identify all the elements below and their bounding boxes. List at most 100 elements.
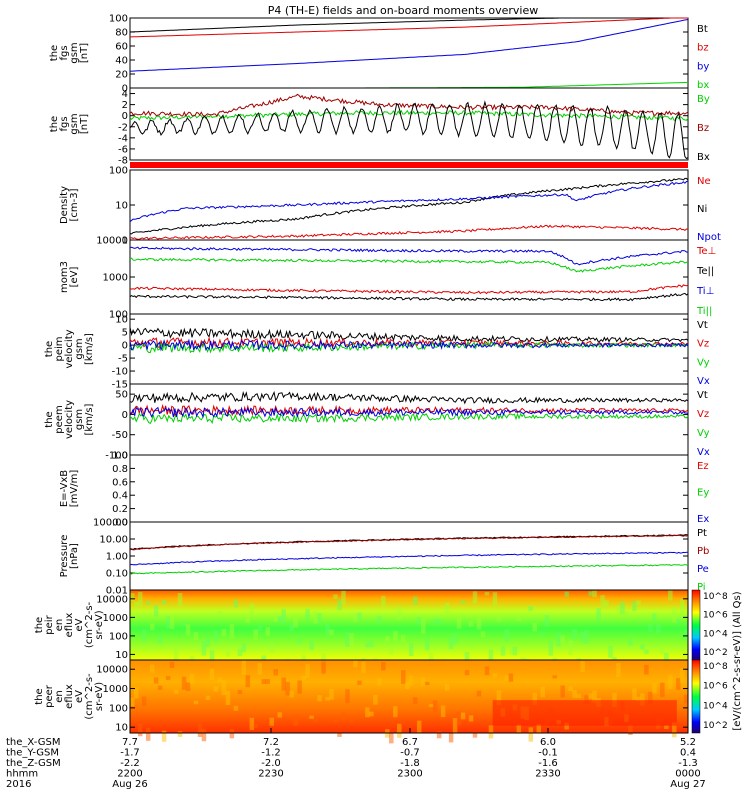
ytick-label: 0.01 (106, 586, 128, 597)
spectrogram-cell (588, 591, 593, 596)
ylabel-line: [mV/m] (69, 470, 80, 508)
spectrogram-cell (492, 673, 498, 678)
spectrogram-cell (237, 648, 243, 657)
ytick-label: -5 (118, 354, 128, 365)
panel-frame (129, 239, 689, 315)
panel-frame (129, 169, 689, 241)
spectrogram-cell (349, 717, 354, 723)
figure-title: P4 (TH-E) fields and on-board moments ov… (268, 4, 539, 17)
spectrogram-cell (448, 732, 454, 743)
series-line-Vy (129, 412, 689, 425)
spectrogram-cell (277, 616, 282, 623)
ytick-label: 0 (122, 341, 128, 352)
ylabel-line: [cm-3] (69, 188, 80, 221)
series-line-Vx (129, 338, 689, 352)
spectrogram-cell (205, 695, 211, 700)
legend-bz: bz (697, 43, 709, 54)
footer-value: 2330 (535, 769, 560, 780)
spectrogram-cell (556, 632, 561, 647)
ytick-label: 1000 (103, 613, 128, 624)
spectrogram-cell (592, 590, 597, 598)
spectrogram-cell (133, 601, 139, 607)
series-line-Pe (129, 551, 689, 566)
spectrogram-cell (644, 664, 649, 675)
spectrogram-cell (297, 680, 302, 694)
spectrogram-cell (608, 646, 613, 658)
spectrogram-cell (496, 690, 502, 706)
spectrogram-cell (181, 621, 187, 626)
spectrogram-cell (249, 603, 255, 614)
spectrogram-cell (369, 711, 374, 717)
legend-Ez: Ez (697, 461, 709, 472)
spectrogram-cell (468, 715, 474, 722)
ylabel-line: [nT] (79, 114, 90, 134)
spectrogram-cell (484, 666, 490, 676)
footer-row-label: hhmm (6, 769, 38, 780)
ytick-label: -4 (118, 133, 128, 144)
ylabel-line: peem (54, 405, 65, 433)
spectrogram-cell (664, 725, 669, 730)
spectrogram-cell (349, 633, 354, 647)
spectrogram-cell (297, 638, 302, 644)
spectrogram-cell (488, 725, 494, 739)
ylabel-line: sr-eV) (94, 682, 105, 711)
ylabel-line: gsm (74, 409, 85, 430)
ylabel-line: fgs (59, 116, 70, 131)
ylabel-line: [nT] (79, 43, 90, 63)
legend-Vt: Vt (697, 390, 708, 401)
footer-value: 0000 (675, 769, 700, 780)
spectrogram-cell (684, 629, 689, 640)
spectrogram-cell (416, 617, 422, 625)
spectrogram-cell (452, 718, 458, 733)
footer-row-label: the_Z-GSM (6, 758, 61, 769)
footer-value: -0.7 (400, 748, 420, 759)
colorbars: 10^2 10^4 10^6 10^8 10^2 10^4 10^6 10^8 [eV/(cm^… (691, 589, 743, 734)
spectrogram-cell (432, 618, 438, 624)
legend-Te||: Te|| (696, 266, 714, 277)
spectrogram-cell (353, 612, 358, 623)
spectrogram-cell (265, 627, 270, 636)
ylabel-line: peir (44, 614, 55, 634)
ytick-label: 0.0 (112, 518, 128, 529)
ylabel-line: (cm^2-s- (84, 601, 95, 648)
ytick-label: -6 (118, 144, 128, 155)
panel-frame (129, 313, 689, 385)
series-line-Npot (129, 180, 689, 223)
spectrogram-cell (604, 600, 609, 607)
spectrogram-cell (584, 695, 589, 705)
spectrogram-cell (321, 661, 326, 674)
ytick-label: 0.10 (106, 569, 128, 580)
spectrogram-cell (424, 637, 430, 651)
legend-Vx: Vx (697, 447, 710, 458)
spectrogram-cell (680, 668, 685, 683)
spectrogram-cell (484, 592, 490, 596)
spectrogram-cell (309, 715, 314, 719)
legend-Ni: Ni (697, 204, 707, 215)
spectrogram-cell (412, 697, 418, 705)
spectrogram-cell (313, 719, 318, 723)
ylabel-line: gsm (69, 42, 80, 63)
ytick-label: 100 (109, 310, 128, 321)
series-line-Vt (129, 390, 689, 405)
colorbar-tick: 10^6 (703, 682, 728, 692)
spectrogram-cell (560, 685, 565, 698)
spectrogram-cell (548, 640, 553, 656)
footer-value: -1.2 (261, 748, 281, 759)
ytick-label: 0 (122, 111, 128, 122)
ylabel-line: mom3 (59, 261, 70, 293)
panel-4: 100 1000 10000 mom3 [eV] Te⊥ Te|| Ti⊥ Ti|| (59, 236, 716, 321)
spectrogram-cell (345, 631, 350, 647)
spectrogram-cell (584, 630, 589, 644)
spectrogram-cell (588, 693, 593, 699)
spectrogram-cell (552, 675, 557, 679)
spectrogram-cell (173, 646, 179, 660)
spectrogram-cell (173, 689, 179, 694)
spectrogram-cell (357, 612, 362, 621)
spectrogram-cell (544, 615, 549, 627)
ylabel-line: fgs (59, 45, 70, 60)
spectrogram-cell (293, 618, 298, 628)
ytick-label: 0.6 (112, 477, 128, 488)
legend-Bt: Bt (697, 24, 708, 35)
spectrogram-cell (464, 651, 470, 665)
spectrogram-cell (528, 606, 534, 611)
